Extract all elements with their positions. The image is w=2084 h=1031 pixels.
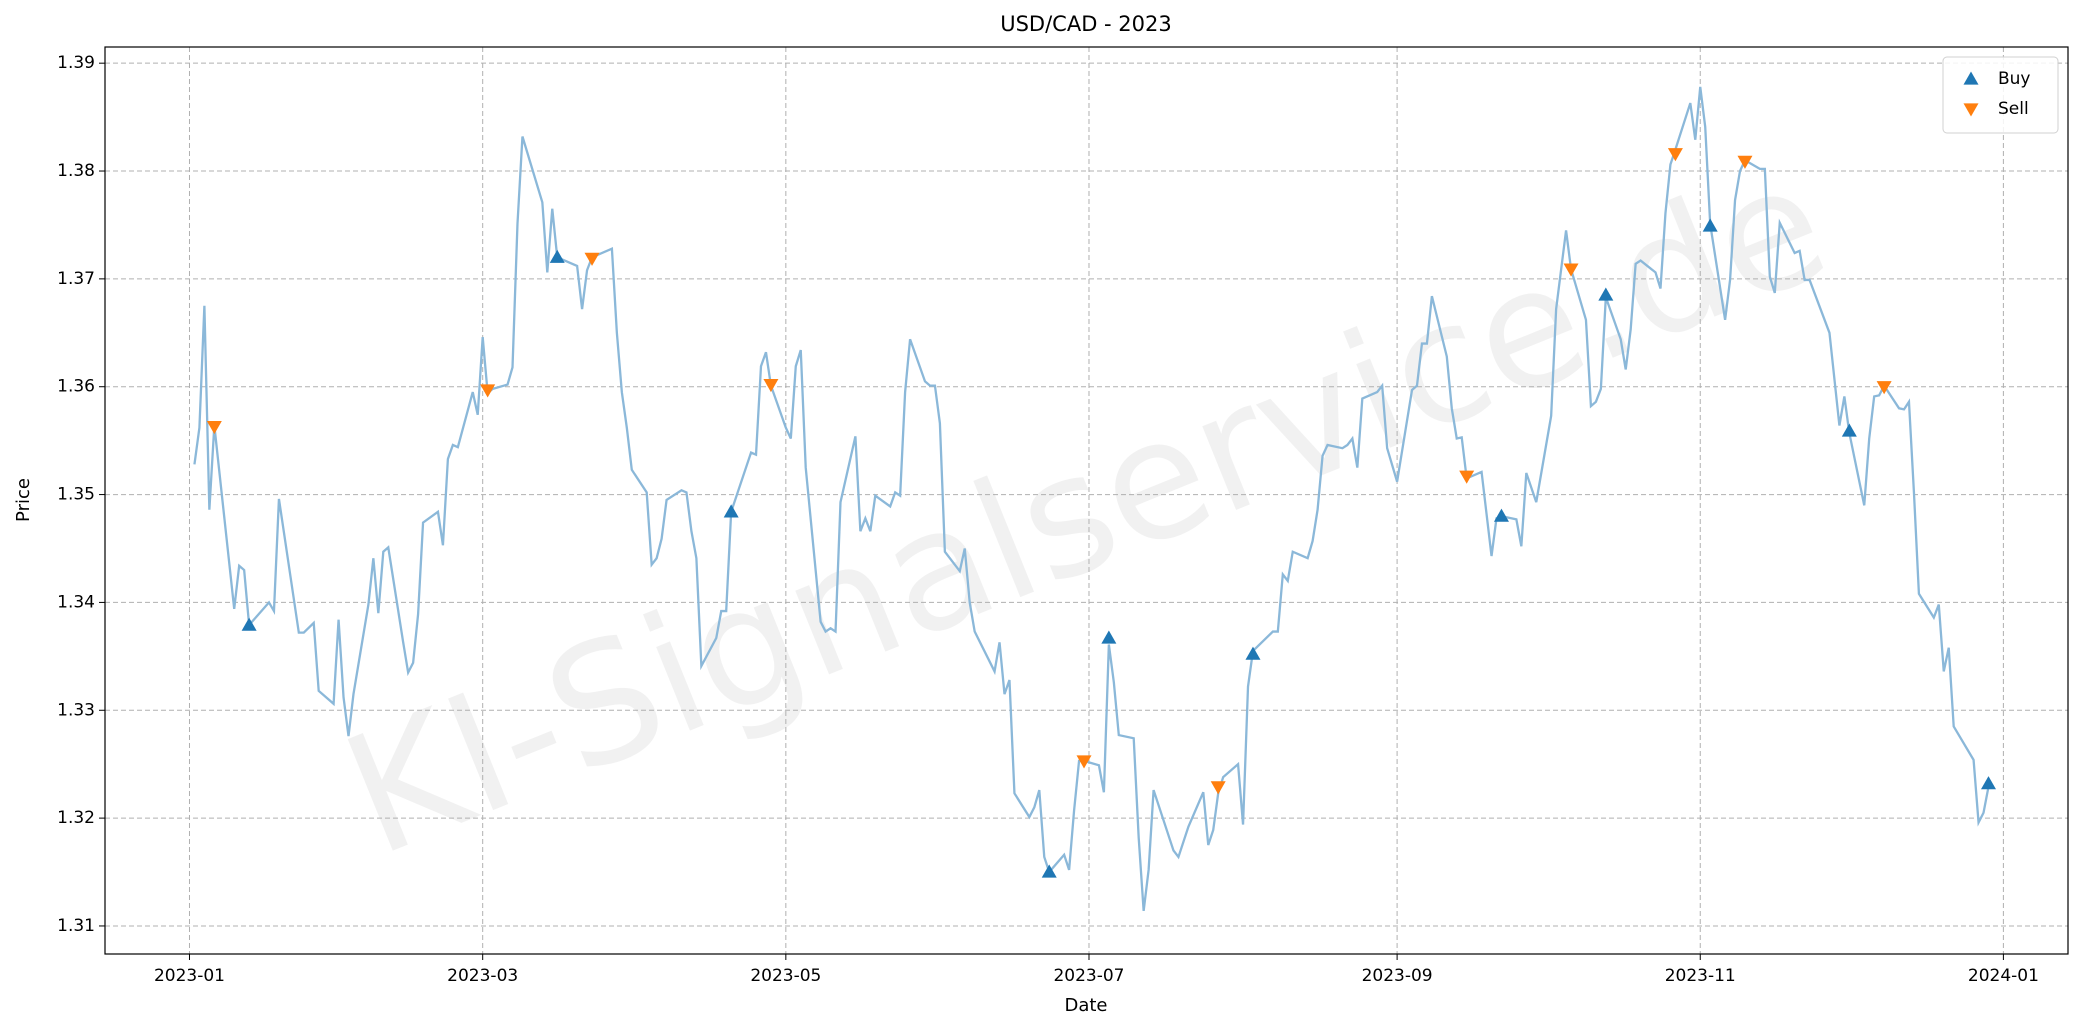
x-axis-label: Date <box>1064 995 1107 1016</box>
y-tick-label: 1.35 <box>57 485 95 505</box>
signal-marker <box>206 420 222 435</box>
signal-marker <box>1702 218 1718 232</box>
y-tick-label: 1.34 <box>57 592 95 612</box>
signal-marker <box>1210 781 1226 795</box>
signal-marker <box>1563 263 1579 277</box>
price-line <box>193 86 1990 911</box>
x-tick-label: 2023-03 <box>447 966 518 986</box>
signal-marker <box>584 252 600 266</box>
y-tick-label: 1.32 <box>57 808 95 828</box>
y-tick-label: 1.38 <box>57 161 95 181</box>
signal-marker <box>763 378 779 393</box>
y-tick-label: 1.39 <box>57 53 95 73</box>
signal-marker <box>549 249 565 263</box>
legend-marker <box>1963 71 1979 85</box>
y-tick-label: 1.33 <box>57 700 95 720</box>
signal-marker <box>1459 470 1475 484</box>
x-tick-label: 2023-01 <box>154 966 225 986</box>
legend-label: Buy <box>1998 69 2031 89</box>
signal-marker <box>1737 155 1753 169</box>
y-tick-label: 1.31 <box>57 916 95 936</box>
legend-label: Sell <box>1998 99 2029 119</box>
plot-frame <box>104 46 2069 955</box>
signal-marker <box>1493 508 1509 522</box>
signal-marker <box>1598 287 1614 301</box>
x-tick-label: 2023-09 <box>1362 966 1433 986</box>
signal-marker <box>241 617 257 631</box>
signal-marker <box>480 384 496 398</box>
chart-title: USD/CAD - 2023 <box>1000 12 1172 36</box>
x-tick-label: 2024-01 <box>1968 966 2039 986</box>
legend-marker <box>1963 103 1979 117</box>
y-tick-label: 1.36 <box>57 377 95 397</box>
signal-marker <box>1245 646 1261 660</box>
signal-marker <box>1076 755 1092 769</box>
signal-marker <box>1980 776 1996 790</box>
signal-marker <box>1101 630 1117 644</box>
signal-marker <box>1841 423 1857 437</box>
x-tick-label: 2023-05 <box>750 966 821 986</box>
y-axis-label: Price <box>13 478 34 522</box>
x-tick-label: 2023-07 <box>1053 966 1124 986</box>
x-tick-label: 2023-11 <box>1665 966 1736 986</box>
signal-marker <box>723 504 739 518</box>
signal-marker <box>1667 148 1683 162</box>
signal-marker <box>1041 864 1057 878</box>
y-tick-label: 1.37 <box>57 269 95 289</box>
signal-marker <box>1876 381 1892 395</box>
